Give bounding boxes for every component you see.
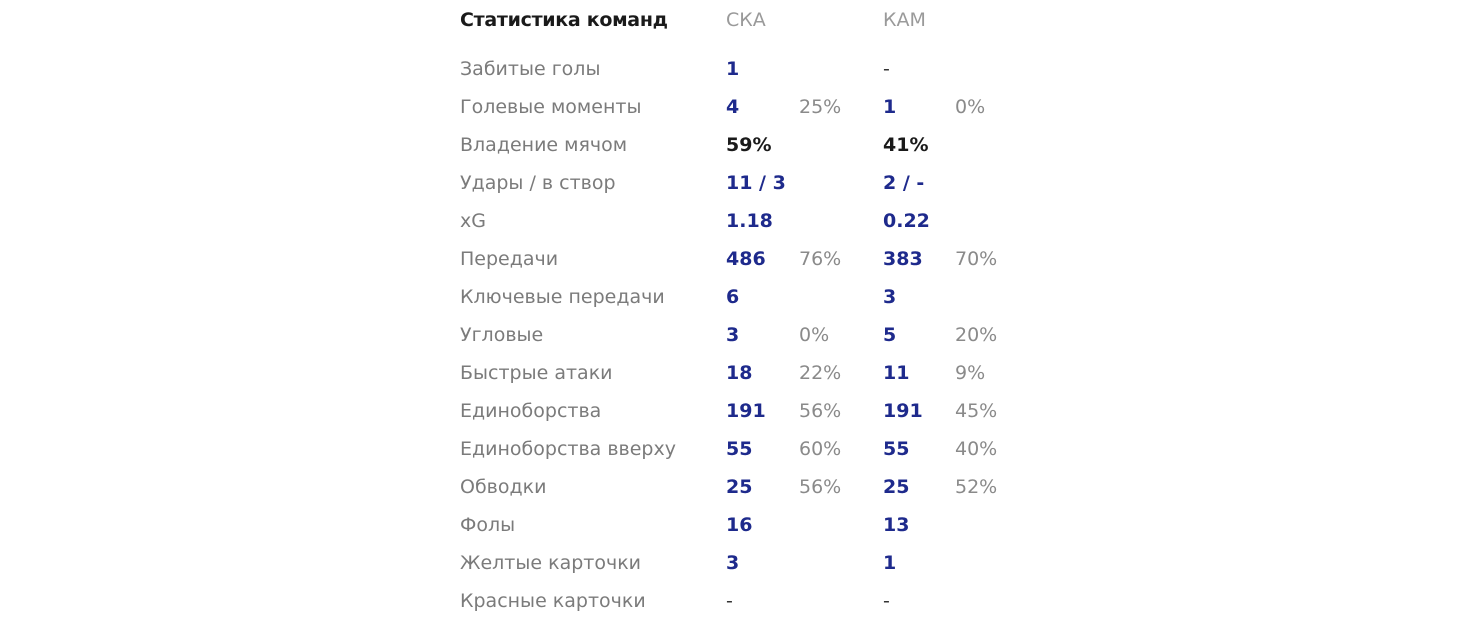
stat-label: Красные карточки (460, 590, 646, 612)
team2-value: 0.22 (883, 210, 930, 232)
stat-row-yellow-cards: Желтые карточки 3 1 (460, 544, 1080, 582)
team1-value: 3 (726, 324, 740, 346)
team2-percent: 0% (955, 96, 986, 118)
stat-row-goals: Забитые голы 1 - (460, 50, 1080, 88)
team1-value: - (726, 590, 733, 612)
team1-value: 11 / 3 (726, 172, 786, 194)
team1-value: 16 (726, 514, 753, 536)
stat-row-duels: Единоборства 191 56% 191 45% (460, 392, 1080, 430)
team2-percent: 45% (955, 400, 998, 422)
stat-row-corners: Угловые 3 0% 5 20% (460, 316, 1080, 354)
stats-header-row: Статистика команд СКА КАМ (460, 0, 1080, 40)
team1-percent: 76% (799, 248, 842, 270)
stat-label: Единоборства (460, 400, 602, 422)
stat-label: Быстрые атаки (460, 362, 613, 384)
stat-row-key-passes: Ключевые передачи 6 3 (460, 278, 1080, 316)
team1-value: 6 (726, 286, 740, 308)
team2-value: 3 (883, 286, 897, 308)
team2-value: 191 (883, 400, 923, 422)
team1-value: 25 (726, 476, 753, 498)
team-stats-table: Статистика команд СКА КАМ Забитые голы 1… (460, 0, 1080, 620)
stat-row-xg: xG 1.18 0.22 (460, 202, 1080, 240)
team1-value: 1.18 (726, 210, 773, 232)
team1-value: 55 (726, 438, 753, 460)
stat-label: Передачи (460, 248, 559, 270)
stat-row-chances: Голевые моменты 4 25% 1 0% (460, 88, 1080, 126)
team1-value: 59% (726, 134, 772, 156)
team1-percent: 0% (799, 324, 830, 346)
team2-value: - (883, 58, 890, 80)
stat-label: Желтые карточки (460, 552, 642, 574)
team1-value: 4 (726, 96, 740, 118)
stat-row-fouls: Фолы 16 13 (460, 506, 1080, 544)
team2-percent: 52% (955, 476, 998, 498)
team1-percent: 56% (799, 476, 842, 498)
team2-percent: 9% (955, 362, 986, 384)
team2-percent: 20% (955, 324, 998, 346)
team2-value: 5 (883, 324, 897, 346)
stat-row-dribbles: Обводки 25 56% 25 52% (460, 468, 1080, 506)
team2-value: - (883, 590, 890, 612)
stat-row-red-cards: Красные карточки - - (460, 582, 1080, 620)
team1-value: 3 (726, 552, 740, 574)
team2-value: 383 (883, 248, 923, 270)
stat-row-passes: Передачи 486 76% 383 70% (460, 240, 1080, 278)
stat-row-aerial-duels: Единоборства вверху 55 60% 55 40% (460, 430, 1080, 468)
team2-value: 11 (883, 362, 910, 384)
team1-value: 1 (726, 58, 740, 80)
team2-value: 25 (883, 476, 910, 498)
team2-value: 1 (883, 552, 897, 574)
team2-value: 41% (883, 134, 929, 156)
stat-label: Удары / в створ (460, 172, 616, 194)
stat-label: Забитые голы (460, 58, 601, 80)
stat-label: Владение мячом (460, 134, 628, 156)
team1-percent: 56% (799, 400, 842, 422)
team2-percent: 40% (955, 438, 998, 460)
stat-label: xG (460, 210, 486, 232)
team1-percent: 25% (799, 96, 842, 118)
team1-value: 191 (726, 400, 766, 422)
team2-value: 1 (883, 96, 897, 118)
team1-name: СКА (726, 9, 766, 31)
stat-row-possession: Владение мячом 59% 41% (460, 126, 1080, 164)
team1-value: 18 (726, 362, 753, 384)
stat-label: Угловые (460, 324, 544, 346)
stats-title: Статистика команд (460, 9, 668, 31)
team1-percent: 60% (799, 438, 842, 460)
team2-value: 2 / - (883, 172, 925, 194)
team2-value: 55 (883, 438, 910, 460)
stat-row-fast-attacks: Быстрые атаки 18 22% 11 9% (460, 354, 1080, 392)
team2-name: КАМ (883, 9, 926, 31)
team2-percent: 70% (955, 248, 998, 270)
stat-label: Ключевые передачи (460, 286, 665, 308)
stat-label: Голевые моменты (460, 96, 642, 118)
stat-row-shots: Удары / в створ 11 / 3 2 / - (460, 164, 1080, 202)
stat-label: Фолы (460, 514, 516, 536)
team1-percent: 22% (799, 362, 842, 384)
team1-value: 486 (726, 248, 766, 270)
stat-label: Обводки (460, 476, 547, 498)
team2-value: 13 (883, 514, 910, 536)
stat-label: Единоборства вверху (460, 438, 676, 460)
